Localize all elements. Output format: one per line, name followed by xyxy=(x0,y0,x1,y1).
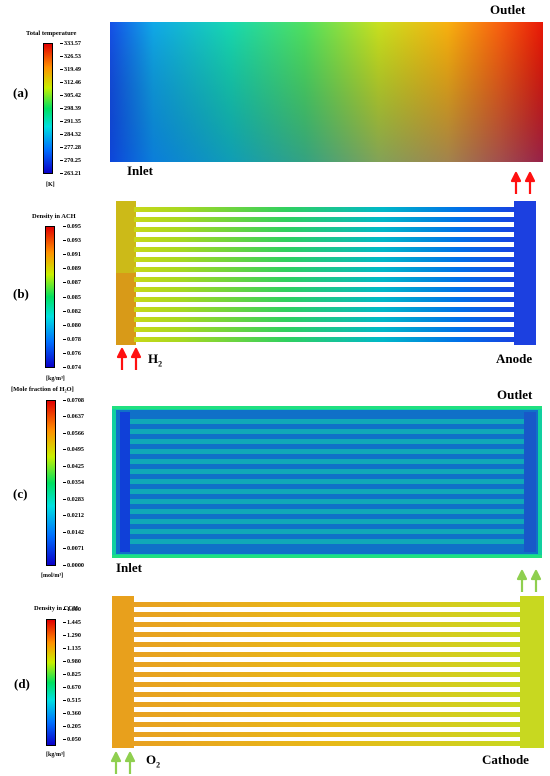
colorbar xyxy=(43,43,53,174)
tick: 1.290 xyxy=(63,632,81,639)
tick: 0.980 xyxy=(63,658,81,665)
tick: 0.093 xyxy=(63,237,81,244)
anode-channel-field xyxy=(116,201,536,345)
tick: 0.0566 xyxy=(62,430,85,437)
tick: 0.0142 xyxy=(62,529,85,536)
temperature-field xyxy=(110,22,543,162)
tick: 0.0212 xyxy=(62,512,85,519)
tick: 0.825 xyxy=(63,671,81,678)
inlet-label: Inlet xyxy=(127,163,153,178)
panel-letter: (c) xyxy=(13,486,28,501)
tick: 0.089 xyxy=(63,265,81,272)
tick: 0.0637 xyxy=(62,413,85,420)
tick: 333.57 xyxy=(59,40,82,47)
tick: 0.0354 xyxy=(62,479,85,486)
gas-subscript: 2 xyxy=(158,359,163,369)
inlet-arrows xyxy=(116,347,142,370)
tick: 270.25 xyxy=(59,157,82,164)
anode-label: Anode xyxy=(496,351,533,366)
tick: 0.091 xyxy=(63,251,81,258)
water-fraction-field xyxy=(112,406,542,558)
cathode-channel-field xyxy=(112,596,544,748)
tick: 0.078 xyxy=(63,336,81,343)
tick: 1.135 xyxy=(63,645,81,652)
cathode-label: Cathode xyxy=(482,752,529,767)
gas-symbol: H xyxy=(148,351,159,366)
colorbar-title: Density in CCH xyxy=(34,605,79,612)
tick: 0.087 xyxy=(63,279,81,286)
gas-label: H2 xyxy=(148,351,162,369)
tick: 0.205 xyxy=(63,723,81,730)
tick: 1.445 xyxy=(63,619,81,626)
colorbar-unit: [K] xyxy=(46,182,55,188)
colorbar-unit: [kg/m³] xyxy=(46,752,65,758)
tick: 0.076 xyxy=(63,350,81,357)
tick: 0.0071 xyxy=(62,545,85,552)
tick: 298.39 xyxy=(59,105,82,112)
panel-letter: (b) xyxy=(13,286,29,301)
colorbar-unit: [mol/m³] xyxy=(41,573,64,579)
tick: 0.360 xyxy=(63,710,81,717)
tick: 0.080 xyxy=(63,322,81,329)
inlet-label: Inlet xyxy=(116,560,142,575)
outlet-arrows xyxy=(510,171,536,194)
tick: 0.0283 xyxy=(62,496,85,503)
tick: 0.0425 xyxy=(62,463,85,470)
tick: 263.21 xyxy=(59,170,82,177)
tick: 0.095 xyxy=(63,223,81,230)
inlet-arrows xyxy=(110,751,136,774)
outlet-arrows xyxy=(516,569,542,592)
tick: 291.35 xyxy=(59,118,82,125)
tick: 0.085 xyxy=(63,294,81,301)
tick: 312.46 xyxy=(59,79,82,86)
tick: 284.32 xyxy=(59,131,82,138)
tick: 0.0495 xyxy=(62,446,85,453)
colorbar-title: Density in ACH xyxy=(32,213,76,220)
outlet-label: Outlet xyxy=(497,387,533,402)
colorbar xyxy=(46,400,56,566)
panel-letter: (d) xyxy=(14,676,30,691)
gas-label: O2 xyxy=(146,752,160,770)
colorbar xyxy=(45,226,55,368)
tick: 0.515 xyxy=(63,697,81,704)
tick: 319.49 xyxy=(59,66,82,73)
tick: 0.0000 xyxy=(62,562,85,569)
colorbar xyxy=(46,619,56,746)
tick: 0.050 xyxy=(63,736,81,743)
tick: 1.600 xyxy=(63,606,81,613)
tick: 0.670 xyxy=(63,684,81,691)
tick: 0.0708 xyxy=(62,397,85,404)
outlet-label: Outlet xyxy=(490,2,526,17)
tick: 305.42 xyxy=(59,92,82,99)
panel-letter: (a) xyxy=(13,85,29,100)
colorbar-title: [Mole fraction of H₂O] xyxy=(11,386,74,393)
tick: 326.53 xyxy=(59,53,82,60)
tick: 0.074 xyxy=(63,364,81,371)
gas-symbol: O xyxy=(146,752,157,767)
colorbar-unit: [kg/m³] xyxy=(46,376,65,382)
colorbar-title: Total temperature xyxy=(26,30,77,37)
tick: 277.28 xyxy=(59,144,82,151)
gas-subscript: 2 xyxy=(156,760,161,770)
tick: 0.082 xyxy=(63,308,81,315)
